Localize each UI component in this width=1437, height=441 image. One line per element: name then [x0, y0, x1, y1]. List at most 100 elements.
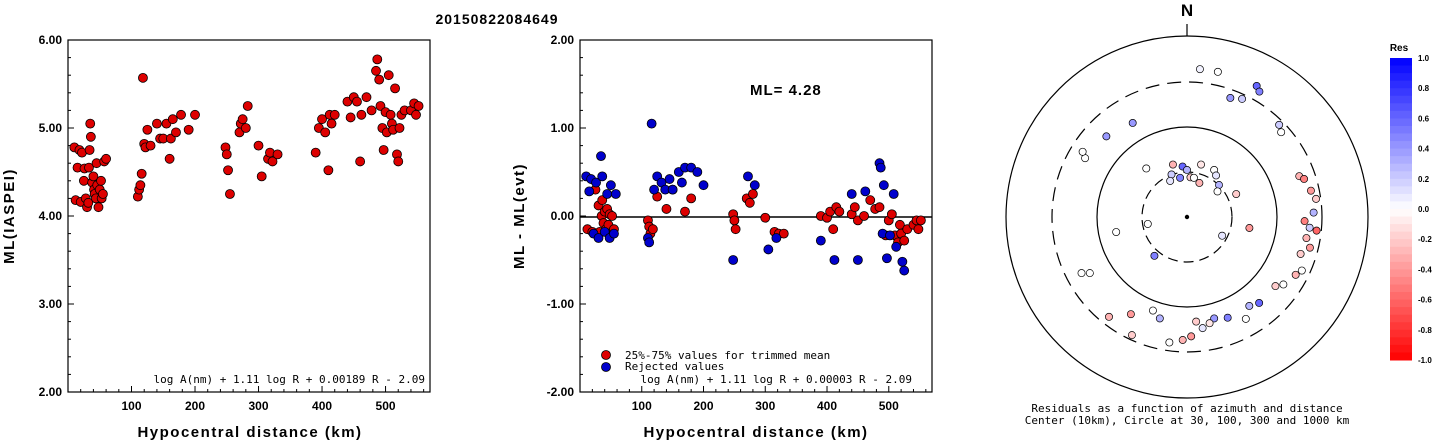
station-marker	[1312, 226, 1321, 235]
stations	[1077, 65, 1321, 347]
data-point	[815, 235, 826, 246]
station-marker	[1238, 94, 1247, 103]
station-marker	[1305, 223, 1314, 232]
station-marker	[1166, 176, 1175, 185]
station-marker	[1232, 190, 1241, 199]
data-point	[846, 189, 857, 199]
station-marker	[1302, 234, 1311, 243]
data-point	[394, 123, 405, 133]
data-point	[374, 74, 385, 85]
x-axis-label-1: Hypocentral distance (km)	[137, 424, 362, 441]
data-point	[778, 228, 789, 239]
colorbar-cell	[1390, 201, 1412, 210]
data-point	[584, 186, 595, 197]
data-point	[371, 65, 381, 76]
y-tick-label: 0.00	[551, 209, 575, 223]
colorbar-cell	[1390, 148, 1412, 157]
data-point	[686, 193, 697, 204]
data-point	[728, 255, 739, 265]
data-point	[223, 165, 233, 176]
data-point	[771, 233, 782, 243]
data-point	[646, 118, 657, 129]
north-label: N	[1181, 1, 1193, 20]
station-marker	[1105, 312, 1113, 321]
station-marker	[1167, 170, 1176, 179]
data-point	[272, 149, 283, 160]
data-point	[913, 224, 924, 235]
data-point	[320, 127, 331, 138]
y-tick-label: -1.00	[547, 297, 575, 311]
station-marker	[1176, 173, 1185, 182]
data-point	[899, 265, 910, 276]
polar-caption-1: Residuals as a function of azimuth and d…	[1031, 402, 1342, 415]
station-marker	[1168, 160, 1177, 169]
data-point	[253, 140, 264, 151]
colorbar-cell	[1390, 337, 1412, 346]
data-point	[152, 118, 162, 129]
data-point	[183, 124, 194, 135]
colorbar-cells	[1390, 58, 1412, 361]
station-marker	[1212, 171, 1221, 180]
data-point	[237, 114, 248, 125]
y-tick-label: -2.00	[547, 385, 575, 399]
y-axis-label-2: ML - ML(evt)	[511, 163, 528, 269]
x-tick-label: 200	[185, 399, 205, 413]
data-point	[886, 209, 897, 220]
data-point	[591, 177, 601, 188]
data-point	[345, 112, 356, 123]
data-point	[221, 149, 232, 160]
station-marker	[1112, 228, 1121, 237]
colorbar-tick-label: -0.4	[1418, 265, 1432, 274]
station-marker	[1300, 217, 1309, 226]
data-point	[667, 184, 678, 195]
colorbar-cell	[1390, 314, 1412, 323]
data-point	[256, 171, 267, 182]
data-point	[164, 153, 175, 164]
data-point	[915, 215, 926, 226]
data-point	[372, 54, 383, 65]
station-marker	[1078, 147, 1087, 156]
colorbar-cell	[1390, 246, 1412, 255]
data-point	[607, 211, 618, 221]
colorbar-cell	[1390, 216, 1412, 225]
data-point	[411, 109, 421, 120]
data-point	[366, 105, 377, 116]
station-marker	[1187, 332, 1196, 341]
ml-annotation: ML= 4.28	[750, 82, 822, 99]
data-point	[323, 165, 334, 176]
colorbar-cell	[1390, 239, 1412, 248]
data-point	[361, 92, 372, 103]
data-point	[680, 206, 690, 217]
colorbar-cell	[1390, 209, 1412, 218]
data-point	[84, 162, 94, 173]
colorbar-cell	[1390, 299, 1412, 308]
station-marker	[1077, 269, 1086, 278]
data-point	[78, 175, 89, 186]
panel-residual: -2.00 -1.00 0.00 1.00 2.00 100 200 300 400 500 M…	[511, 33, 933, 441]
data-point	[190, 109, 200, 120]
data-point	[698, 180, 709, 191]
legend-label-rejected: Rejected values	[625, 360, 724, 373]
station-marker	[1223, 313, 1232, 322]
station-marker	[1309, 208, 1318, 217]
data-point	[356, 109, 367, 120]
y-tick-label: 2.00	[39, 385, 63, 399]
data-point	[98, 189, 108, 199]
colorbar-tick-label: 0.8	[1418, 84, 1430, 93]
colorbar-cell	[1390, 133, 1412, 142]
station-marker	[1245, 302, 1254, 310]
station-marker	[1271, 282, 1280, 291]
y-tick-label: 2.00	[551, 33, 575, 47]
colorbar-tick-label: -0.6	[1418, 296, 1432, 305]
ring-100km	[1096, 126, 1278, 308]
x-ticks-1: 100 200 300 400 500	[80, 386, 425, 413]
colorbar-cell	[1390, 103, 1412, 112]
station-marker	[1127, 331, 1136, 340]
station-marker	[1275, 120, 1284, 129]
data-point	[897, 256, 908, 267]
data-point	[878, 180, 889, 191]
colorbar-cell	[1390, 269, 1412, 278]
points-1	[69, 54, 424, 213]
station-marker	[1277, 128, 1286, 137]
